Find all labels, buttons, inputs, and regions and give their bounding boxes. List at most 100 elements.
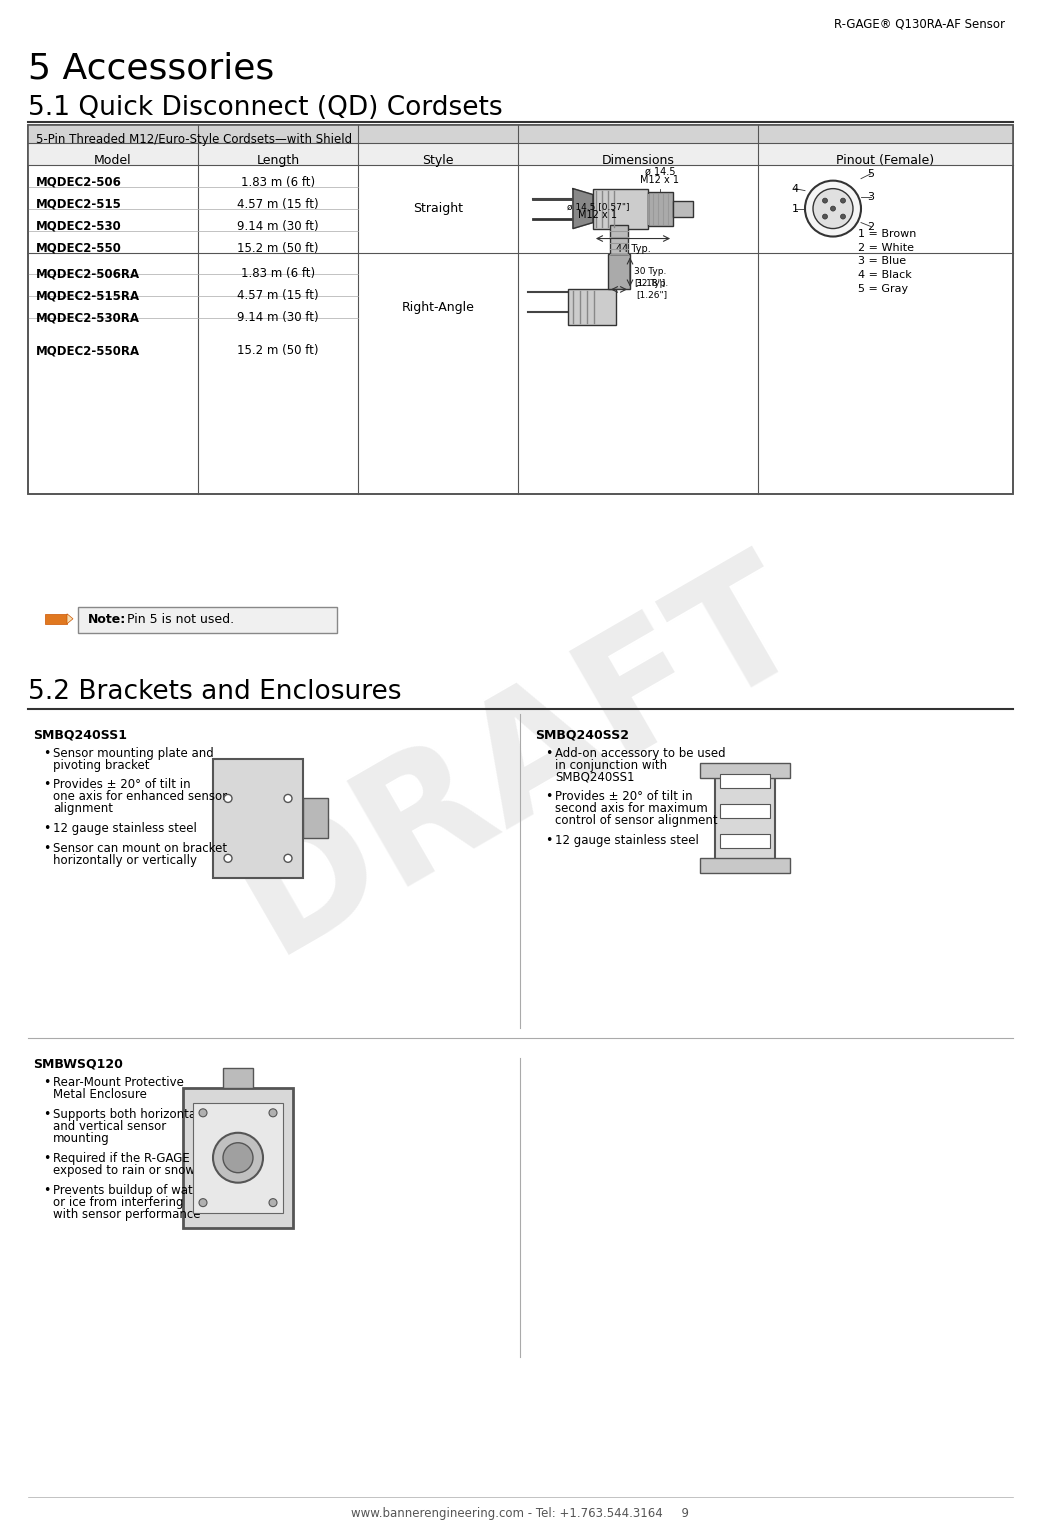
Circle shape <box>224 854 232 862</box>
Bar <box>610 224 628 254</box>
Text: MQDEC2-515: MQDEC2-515 <box>36 198 122 210</box>
Bar <box>213 758 303 879</box>
Circle shape <box>269 1199 277 1206</box>
Text: 5: 5 <box>867 169 874 178</box>
Circle shape <box>840 215 845 219</box>
Circle shape <box>213 1133 263 1183</box>
Text: 5.1 Quick Disconnect (QD) Cordsets: 5.1 Quick Disconnect (QD) Cordsets <box>28 94 503 120</box>
Text: Pinout (Female): Pinout (Female) <box>836 154 934 166</box>
Text: 30 Typ.
[1.18"]: 30 Typ. [1.18"] <box>634 268 666 286</box>
Text: Model: Model <box>94 154 132 166</box>
Text: second axis for maximum: second axis for maximum <box>555 803 708 815</box>
Text: Provides ± 20° of tilt in: Provides ± 20° of tilt in <box>53 778 191 792</box>
Polygon shape <box>303 798 328 838</box>
Circle shape <box>269 1109 277 1116</box>
Text: 5.2 Brackets and Enclosures: 5.2 Brackets and Enclosures <box>28 679 402 705</box>
Text: Rear-Mount Protective: Rear-Mount Protective <box>53 1075 184 1089</box>
Text: MQDEC2-550RA: MQDEC2-550RA <box>36 344 141 358</box>
Text: SMBQ240SS2: SMBQ240SS2 <box>535 728 629 742</box>
Text: exposed to rain or snow: exposed to rain or snow <box>53 1164 195 1177</box>
Text: Prevents buildup of water: Prevents buildup of water <box>53 1183 205 1197</box>
Text: 5 Accessories: 5 Accessories <box>28 52 274 85</box>
Text: MQDEC2-506RA: MQDEC2-506RA <box>36 268 141 280</box>
Text: 4.57 m (15 ft): 4.57 m (15 ft) <box>237 198 319 210</box>
Text: in conjunction with: in conjunction with <box>555 758 667 772</box>
Text: 1.83 m (6 ft): 1.83 m (6 ft) <box>240 268 315 280</box>
Text: 9.14 m (30 ft): 9.14 m (30 ft) <box>237 311 319 324</box>
Circle shape <box>822 215 828 219</box>
Text: •: • <box>43 822 50 836</box>
Bar <box>28 143 1013 164</box>
Text: Dimensions: Dimensions <box>602 154 675 166</box>
Text: Straight: Straight <box>413 203 463 215</box>
Bar <box>715 769 775 868</box>
Text: •: • <box>545 790 553 804</box>
Text: 1 = Brown: 1 = Brown <box>858 228 916 239</box>
Circle shape <box>822 198 828 203</box>
Text: 3: 3 <box>867 192 874 201</box>
Circle shape <box>805 181 861 236</box>
Text: 32 Typ.
[1.26"]: 32 Typ. [1.26"] <box>636 279 668 299</box>
Text: Pin 5 is not used.: Pin 5 is not used. <box>123 614 234 626</box>
Text: one axis for enhanced sensor: one axis for enhanced sensor <box>53 790 227 804</box>
Bar <box>720 835 770 848</box>
Text: M12 x 1: M12 x 1 <box>579 210 617 219</box>
Text: horizontally or vertically: horizontally or vertically <box>53 854 197 867</box>
Circle shape <box>813 189 853 228</box>
Polygon shape <box>573 189 593 228</box>
Text: •: • <box>43 746 50 760</box>
Text: alignment: alignment <box>53 803 113 815</box>
Circle shape <box>831 206 836 212</box>
Text: 5-Pin Threaded M12/Euro-Style Cordsets—with Shield: 5-Pin Threaded M12/Euro-Style Cordsets—w… <box>36 133 352 146</box>
Text: 4 = Black: 4 = Black <box>858 271 912 280</box>
Text: 4: 4 <box>791 184 798 193</box>
Bar <box>700 763 790 778</box>
Text: and vertical sensor: and vertical sensor <box>53 1119 167 1133</box>
Text: mounting: mounting <box>53 1132 109 1145</box>
Bar <box>223 1068 253 1087</box>
Text: M12 x 1: M12 x 1 <box>640 175 680 184</box>
Bar <box>593 189 648 228</box>
Text: Note:: Note: <box>88 614 126 626</box>
Text: SMBWSQ120: SMBWSQ120 <box>33 1058 123 1071</box>
Bar <box>700 859 790 873</box>
Text: Sensor can mount on bracket: Sensor can mount on bracket <box>53 842 227 856</box>
Text: 1: 1 <box>791 204 798 213</box>
Bar <box>608 254 630 289</box>
Text: 3 = Blue: 3 = Blue <box>858 256 906 267</box>
Text: •: • <box>43 1075 50 1089</box>
Bar <box>648 192 672 225</box>
Text: •: • <box>545 835 553 847</box>
Text: Style: Style <box>423 154 454 166</box>
Polygon shape <box>672 201 693 216</box>
Circle shape <box>199 1199 207 1206</box>
Text: •: • <box>43 1183 50 1197</box>
Circle shape <box>284 854 291 862</box>
Text: •: • <box>545 746 553 760</box>
Bar <box>183 1087 293 1228</box>
Polygon shape <box>67 614 73 624</box>
Text: 1.83 m (6 ft): 1.83 m (6 ft) <box>240 175 315 189</box>
Text: 15.2 m (50 ft): 15.2 m (50 ft) <box>237 344 319 358</box>
Text: MQDEC2-530RA: MQDEC2-530RA <box>36 311 139 324</box>
Text: pivoting bracket: pivoting bracket <box>53 758 150 772</box>
Text: MQDEC2-515RA: MQDEC2-515RA <box>36 289 141 303</box>
Text: ø 14.5: ø 14.5 <box>644 166 676 177</box>
Text: or ice from interfering: or ice from interfering <box>53 1196 183 1209</box>
Text: Right-Angle: Right-Angle <box>402 302 475 314</box>
Bar <box>568 289 616 326</box>
Text: 2 = White: 2 = White <box>858 242 914 253</box>
Text: Required if the R-GAGE is: Required if the R-GAGE is <box>53 1151 203 1165</box>
Bar <box>28 125 1013 493</box>
Text: 15.2 m (50 ft): 15.2 m (50 ft) <box>237 242 319 254</box>
Text: Provides ± 20° of tilt in: Provides ± 20° of tilt in <box>555 790 692 804</box>
Bar <box>720 804 770 818</box>
Text: Add-on accessory to be used: Add-on accessory to be used <box>555 746 726 760</box>
Bar <box>193 1103 283 1212</box>
Text: 2: 2 <box>867 221 874 231</box>
Text: control of sensor alignment: control of sensor alignment <box>555 815 717 827</box>
Text: 12 gauge stainless steel: 12 gauge stainless steel <box>555 835 699 847</box>
FancyBboxPatch shape <box>28 125 1013 143</box>
Text: SMBQ240SS1: SMBQ240SS1 <box>555 771 635 783</box>
Bar <box>720 775 770 789</box>
